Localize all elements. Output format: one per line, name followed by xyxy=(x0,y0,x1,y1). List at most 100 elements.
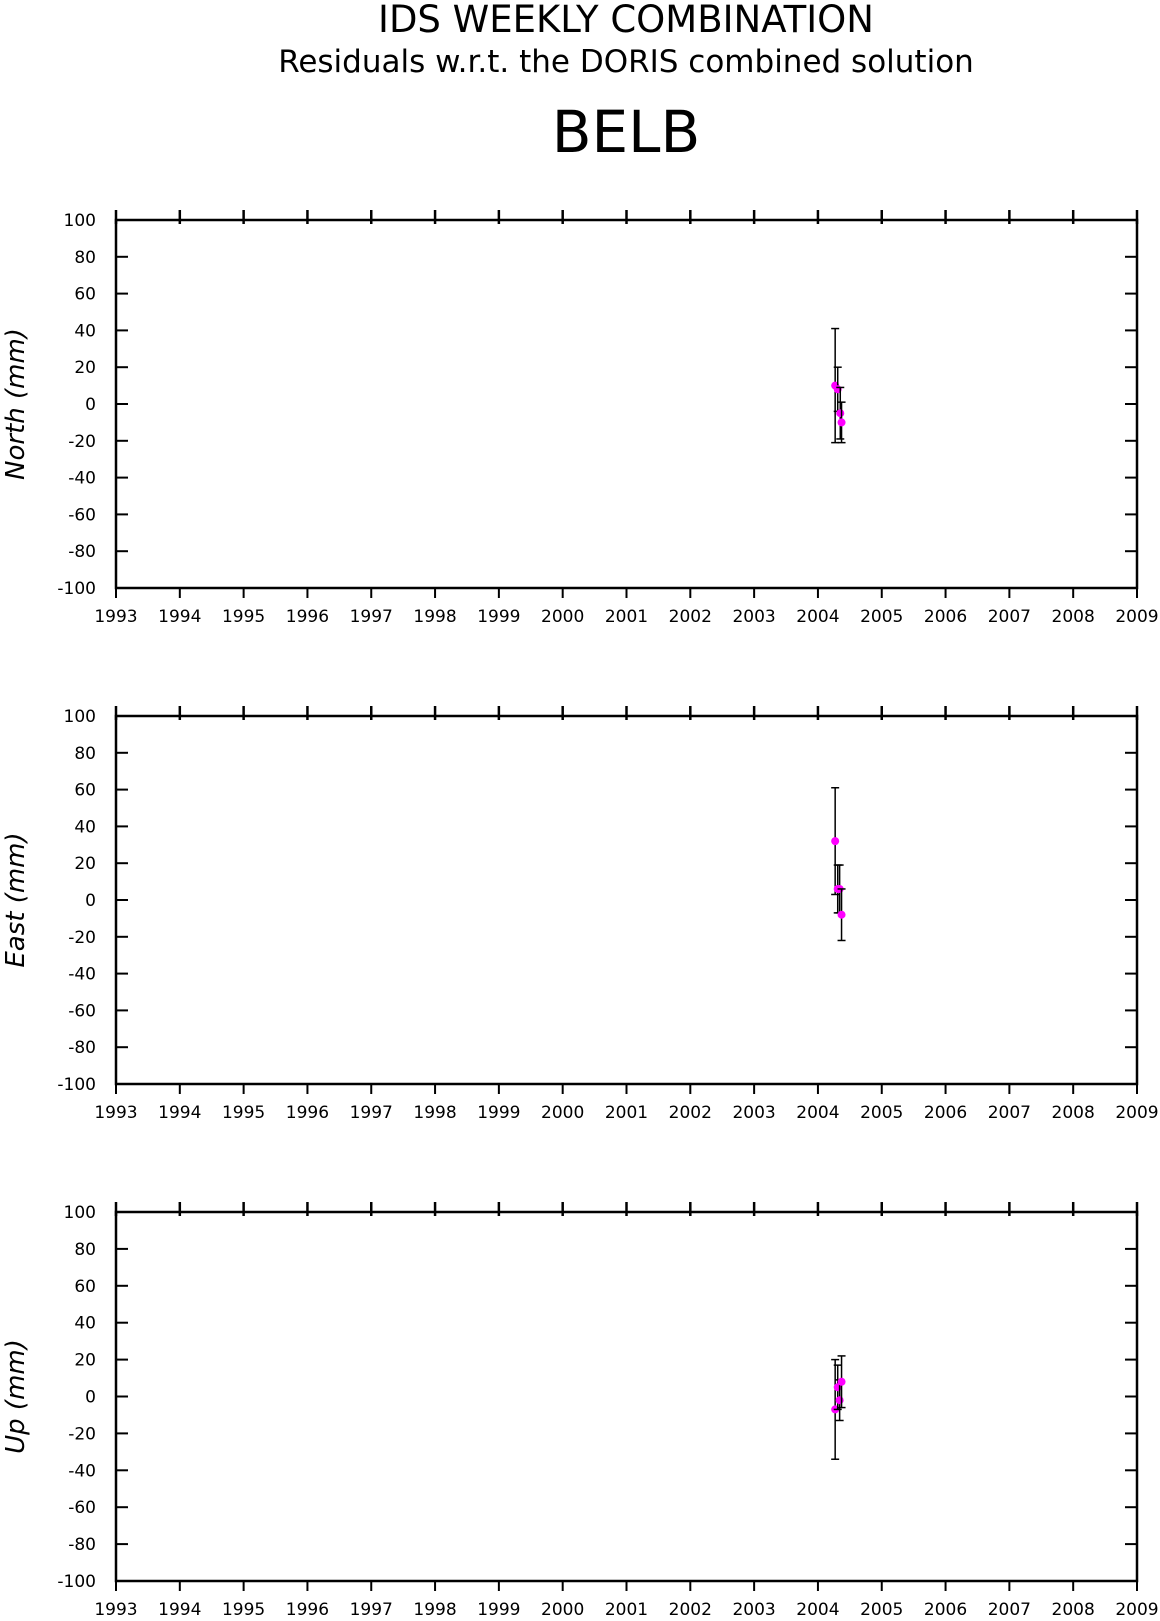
y-tick-label: 0 xyxy=(85,1388,96,1408)
y-tick-label: -40 xyxy=(68,965,96,985)
x-tick-label: 2003 xyxy=(732,607,775,627)
y-tick-label: 20 xyxy=(74,854,96,874)
y-tick-label: -80 xyxy=(68,1535,96,1555)
y-tick-label: 60 xyxy=(74,285,96,305)
station: BELB xyxy=(552,98,701,166)
x-tick-label: 1996 xyxy=(286,1103,329,1123)
x-tick-label: 1999 xyxy=(477,1103,520,1123)
point xyxy=(837,1377,846,1386)
y-tick-label: 40 xyxy=(74,321,96,341)
plot-frame xyxy=(114,218,1139,590)
x-tick-label: 1993 xyxy=(94,1600,137,1620)
point xyxy=(835,1396,844,1405)
y-tick-label: -20 xyxy=(68,432,96,452)
y-tick-label: 80 xyxy=(74,1240,96,1260)
x-tick-label: 2002 xyxy=(669,1103,712,1123)
x-tick-label: 1993 xyxy=(94,607,137,627)
x-tick-label: 2009 xyxy=(1115,607,1158,627)
y-tick-label: -80 xyxy=(68,542,96,562)
y-tick-label: -40 xyxy=(68,469,96,489)
x-tick-label: 2001 xyxy=(605,1103,648,1123)
x-tick-label: 2005 xyxy=(860,607,903,627)
panel: -100 -80 -60 -40 -20 0 20 40 60 80 100 1993 1994 1995… xyxy=(1,210,1159,627)
x-tick-label: 1996 xyxy=(286,607,329,627)
point xyxy=(836,409,845,418)
x-tick-label: 2007 xyxy=(988,1600,1031,1620)
y-tick-label: -100 xyxy=(57,1075,96,1095)
y-tick-label: 100 xyxy=(64,707,96,727)
x-tick-label: 1996 xyxy=(286,1600,329,1620)
x-tick-label: 2003 xyxy=(732,1600,775,1620)
x-tick-label: 1995 xyxy=(222,607,265,627)
x-tick-label: 2002 xyxy=(669,1600,712,1620)
title: IDS WEEKLY COMBINATION xyxy=(378,0,874,41)
y-axis-label: North (mm) xyxy=(1,328,31,480)
x-tick-label: 2004 xyxy=(796,1103,839,1123)
x-tick-label: 2005 xyxy=(860,1103,903,1123)
y-tick-label: 0 xyxy=(85,395,96,415)
x-tick-label: 2005 xyxy=(860,1600,903,1620)
x-tick-label: 2008 xyxy=(1052,1600,1095,1620)
x-tick-label: 2009 xyxy=(1115,1103,1158,1123)
y-tick-label: 60 xyxy=(74,781,96,801)
x-tick-label: 1994 xyxy=(158,1103,201,1123)
point xyxy=(831,837,840,846)
x-tick-label: 2004 xyxy=(796,607,839,627)
x-tick-label: 1995 xyxy=(222,1103,265,1123)
y-tick-label: 80 xyxy=(74,248,96,268)
plot-frame xyxy=(114,1210,1139,1583)
y-tick-label: 20 xyxy=(74,1351,96,1371)
y-tick-label: -100 xyxy=(57,579,96,599)
y-tick-label: 80 xyxy=(74,744,96,764)
y-tick-label: 40 xyxy=(74,817,96,837)
y-axis-label: East (mm) xyxy=(1,832,31,967)
x-tick-label: 2006 xyxy=(924,1103,967,1123)
x-tick-label: 1994 xyxy=(158,1600,201,1620)
x-tick-label: 2000 xyxy=(541,1103,584,1123)
x-tick-label: 2008 xyxy=(1052,607,1095,627)
subtitle: Residuals w.r.t. the DORIS combined solu… xyxy=(278,44,974,80)
x-tick-label: 2006 xyxy=(924,1600,967,1620)
x-tick-label: 2006 xyxy=(924,607,967,627)
x-tick-label: 2001 xyxy=(605,607,648,627)
x-tick-label: 1997 xyxy=(350,1600,393,1620)
y-tick-label: -60 xyxy=(68,1498,96,1518)
x-tick-label: 1998 xyxy=(413,1600,456,1620)
y-tick-label: -80 xyxy=(68,1038,96,1058)
x-tick-label: 2000 xyxy=(541,607,584,627)
y-axis-label: Up (mm) xyxy=(1,1339,31,1454)
point xyxy=(837,910,846,919)
x-tick-label: 2007 xyxy=(988,1103,1031,1123)
x-tick-label: 2003 xyxy=(732,1103,775,1123)
x-tick-label: 1998 xyxy=(413,607,456,627)
y-tick-label: 60 xyxy=(74,1277,96,1297)
y-tick-label: -100 xyxy=(57,1572,96,1592)
y-tick-label: 40 xyxy=(74,1314,96,1334)
y-tick-label: -40 xyxy=(68,1461,96,1481)
plot-frame xyxy=(114,714,1139,1086)
x-tick-label: 1999 xyxy=(477,1600,520,1620)
x-tick-label: 1994 xyxy=(158,607,201,627)
y-tick-label: 0 xyxy=(85,891,96,911)
x-tick-label: 1997 xyxy=(350,1103,393,1123)
x-tick-label: 2007 xyxy=(988,607,1031,627)
x-tick-label: 2009 xyxy=(1115,1600,1158,1620)
x-tick-label: 2001 xyxy=(605,1600,648,1620)
panel: -100 -80 -60 -40 -20 0 20 40 60 80 100 1993 1994 1995… xyxy=(1,706,1159,1123)
panel: -100 -80 -60 -40 -20 0 20 40 60 80 100 1993 1994 1995… xyxy=(1,1202,1159,1620)
y-tick-label: -20 xyxy=(68,928,96,948)
x-tick-label: 2004 xyxy=(796,1600,839,1620)
y-tick-label: 100 xyxy=(64,1203,96,1223)
x-tick-label: 1998 xyxy=(413,1103,456,1123)
x-tick-label: 1999 xyxy=(477,607,520,627)
x-tick-label: 2002 xyxy=(669,607,712,627)
y-tick-label: -60 xyxy=(68,505,96,525)
x-tick-label: 2008 xyxy=(1052,1103,1095,1123)
y-tick-label: 100 xyxy=(64,211,96,231)
x-tick-label: 2000 xyxy=(541,1600,584,1620)
x-tick-label: 1995 xyxy=(222,1600,265,1620)
y-tick-label: -60 xyxy=(68,1001,96,1021)
y-tick-label: -20 xyxy=(68,1424,96,1444)
point xyxy=(837,418,846,427)
